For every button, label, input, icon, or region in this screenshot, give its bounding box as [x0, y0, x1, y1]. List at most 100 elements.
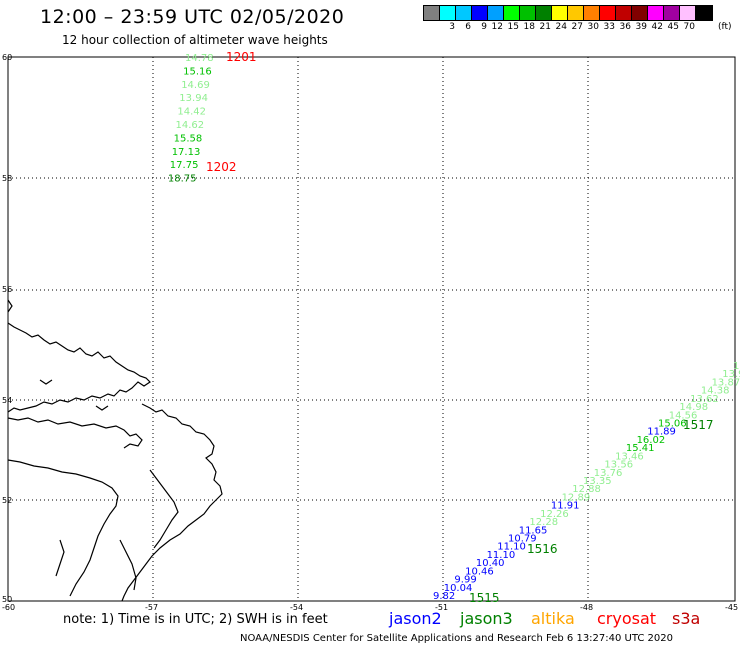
color-swatch — [632, 6, 648, 20]
color-scale-label: 15 — [507, 22, 519, 32]
wave-height-value: 12.88 — [572, 484, 601, 495]
wave-height-value: 13 — [733, 361, 740, 372]
longitude-label: -57 — [145, 603, 158, 612]
color-swatch — [664, 6, 680, 20]
wave-height-value: 15.06 — [658, 419, 687, 430]
satellite-legend-cryosat: cryosat — [597, 609, 657, 628]
color-scale-label: 18 — [523, 22, 535, 32]
color-scale-label: 3 — [449, 22, 455, 32]
wave-height-value: 12.26 — [540, 509, 569, 520]
wave-height-value: 12.28 — [529, 517, 558, 528]
color-swatch — [520, 6, 536, 20]
wave-height-value: 10.40 — [476, 558, 505, 569]
latitude-label: 50 — [2, 595, 12, 604]
color-scale-label: 12 — [491, 22, 503, 32]
latitude-label: 52 — [2, 496, 12, 505]
coastline — [7, 299, 223, 602]
color-swatch — [568, 6, 584, 20]
wave-height-value: 9.82 — [433, 591, 455, 602]
color-swatch — [648, 6, 664, 20]
color-scale-label: 30 — [587, 22, 599, 32]
color-swatch — [488, 6, 504, 20]
track-label-1515: 1515 — [469, 591, 500, 605]
satellite-legend-jason3: jason3 — [460, 609, 513, 628]
wave-height-value: 13.56 — [604, 460, 633, 471]
wave-height-value: 17.75 — [170, 160, 199, 171]
wave-height-value: 11.91 — [551, 501, 580, 512]
color-scale-label: 39 — [635, 22, 647, 32]
latitude-label: 54 — [2, 396, 12, 405]
track-label-1201: 1201 — [226, 50, 257, 64]
wave-height-value: 9.99 — [454, 575, 476, 586]
wave-height-value: 10.79 — [508, 534, 537, 545]
color-scale-label: 21 — [539, 22, 551, 32]
wave-height-value: 11.10 — [497, 542, 526, 553]
track-1515-values: 9.8210.049.9910.4610.4011.1011.1010.7911… — [433, 361, 740, 602]
color-scale-label: 70 — [683, 22, 695, 32]
color-swatch — [472, 6, 488, 20]
map-frame — [7, 56, 736, 602]
wave-height-value: 13.94 — [179, 93, 208, 104]
color-scale-label: 45 — [667, 22, 679, 32]
track-1201-values: 14.78 15.16 14.69 13.94 14.42 14.62 15.58 17.13… — [168, 53, 214, 185]
wave-height-value: 13.87 — [712, 377, 740, 388]
wave-height-value: 11.89 — [647, 427, 676, 438]
color-scale-label: 9 — [481, 22, 487, 32]
longitude-label: -54 — [290, 603, 303, 612]
wave-height-value: 13.46 — [615, 451, 644, 462]
wave-height-value: 15.41 — [626, 443, 655, 454]
color-scale-label: 42 — [651, 22, 663, 32]
longitude-label: -60 — [2, 603, 15, 612]
longitude-label: -51 — [435, 603, 448, 612]
color-scale-unit: (ft) — [718, 22, 732, 32]
color-swatch — [680, 6, 696, 20]
track-label-1517: 1517 — [683, 418, 714, 432]
longitude-label: -48 — [580, 603, 593, 612]
latitude-label: 58 — [2, 174, 12, 183]
color-scale-label: 6 — [465, 22, 471, 32]
wave-height-value: 17.13 — [172, 147, 201, 158]
color-scale-label: 36 — [619, 22, 631, 32]
wave-height-value: 16.02 — [637, 435, 666, 446]
color-swatch — [536, 6, 552, 20]
track-label-1516: 1516 — [527, 542, 558, 556]
wave-height-value: 15.58 — [174, 133, 203, 144]
graticule — [8, 57, 735, 601]
color-swatch — [600, 6, 616, 20]
wave-height-value: 14.78 — [185, 53, 214, 64]
color-swatch — [456, 6, 472, 20]
longitude-label: -45 — [725, 603, 738, 612]
wave-height-value: 11.65 — [519, 525, 548, 536]
color-swatch — [504, 6, 520, 20]
wave-height-value: 13.91 — [722, 369, 740, 380]
wave-height-value: 15.16 — [183, 66, 212, 77]
wave-height-value: 14.38 — [701, 386, 730, 397]
color-swatch — [696, 6, 712, 20]
satellite-legend-s3a: s3a — [672, 609, 701, 628]
latitude-label: 56 — [2, 285, 12, 294]
wave-height-value: 14.62 — [176, 120, 205, 131]
color-swatch — [584, 6, 600, 20]
color-swatch — [616, 6, 632, 20]
wave-height-value: 14.69 — [181, 80, 210, 91]
wave-height-value: 12.89 — [562, 492, 591, 503]
wave-height-value: 18.75 — [168, 174, 197, 185]
wave-height-value: 14.42 — [177, 107, 206, 118]
track-label-1202: 1202 — [206, 160, 237, 174]
color-scale-labels: 3 6 9 12 15 18 21 24 27 30 33 36 39 42 45 70 — [423, 22, 711, 32]
color-swatch — [440, 6, 456, 20]
color-scale-bar — [423, 5, 713, 21]
credit-line: NOAA/NESDIS Center for Satellite Applica… — [240, 633, 673, 644]
color-scale-label: 24 — [555, 22, 567, 32]
color-swatch — [424, 6, 440, 20]
wave-height-value: 11.10 — [487, 550, 516, 561]
wave-height-value: 14.98 — [679, 402, 708, 413]
map-subtitle: 12 hour collection of altimeter wave hei… — [62, 33, 328, 47]
color-swatch — [552, 6, 568, 20]
satellite-legend-altika: altika — [531, 609, 575, 628]
wave-height-value: 14.56 — [669, 410, 698, 421]
wave-height-value: 13.35 — [583, 476, 612, 487]
color-scale-label: 33 — [603, 22, 615, 32]
wave-height-value: 10.46 — [465, 566, 494, 577]
